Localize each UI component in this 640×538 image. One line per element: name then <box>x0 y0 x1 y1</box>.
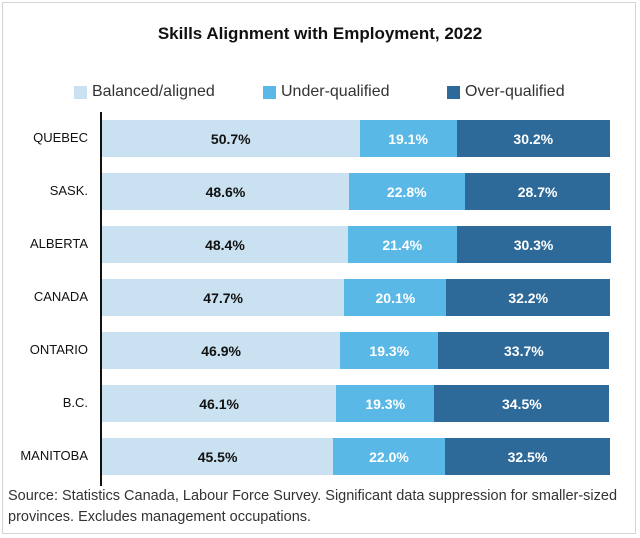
bar-sask-balanced-aligned: 48.6% <box>102 173 349 210</box>
data-label-sask-under-qualified: 22.8% <box>386 183 427 200</box>
data-label-manitoba-over-qualified: 32.5% <box>507 448 548 465</box>
data-label-manitoba-under-qualified: 22.0% <box>369 448 409 465</box>
category-label-sask: SASK. <box>49 183 88 198</box>
bar-alberta-balanced-aligned: 48.4% <box>102 226 348 263</box>
bar-canada-balanced-aligned: 47.7% <box>102 279 345 316</box>
bar-sask-under-qualified: 22.8% <box>348 173 465 210</box>
data-label-canada-over-qualified: 32.2% <box>508 289 549 306</box>
data-label-b-c-balanced-aligned: 46.1% <box>199 395 239 412</box>
data-label-ontario-over-qualified: 33.7% <box>504 342 544 359</box>
data-label-alberta-over-qualified: 30.3% <box>513 236 554 253</box>
bar-quebec-balanced-aligned: 50.7% <box>102 120 360 157</box>
bar-canada-under-qualified: 20.1% <box>344 279 447 316</box>
bar-manitoba-over-qualified: 32.5% <box>444 438 610 475</box>
data-label-alberta-under-qualified: 21.4% <box>382 236 423 253</box>
bar-manitoba-under-qualified: 22.0% <box>333 438 445 475</box>
legend-swatch-under-qualified <box>263 85 276 99</box>
category-label-ontario: ONTARIO <box>29 342 88 357</box>
bar-b-c-under-qualified: 19.3% <box>336 385 435 422</box>
data-label-b-c-over-qualified: 34.5% <box>501 395 542 412</box>
data-label-sask-balanced-aligned: 48.6% <box>205 183 246 200</box>
data-label-sask-over-qualified: 28.7% <box>517 183 558 200</box>
bar-b-c-over-qualified: 34.5% <box>434 385 610 422</box>
legend-label-balanced-aligned: Balanced/aligned <box>92 83 215 100</box>
legend-item-over-qualified: Over-qualified <box>447 83 565 101</box>
data-label-alberta-balanced-aligned: 48.4% <box>205 236 245 253</box>
bar-b-c-balanced-aligned: 46.1% <box>102 385 337 422</box>
data-label-canada-under-qualified: 20.1% <box>375 289 416 306</box>
legend-item-under-qualified: Under-qualified <box>263 83 390 101</box>
bar-ontario-balanced-aligned: 46.9% <box>102 332 341 369</box>
bar-sask-over-qualified: 28.7% <box>464 173 611 210</box>
legend-label-over-qualified: Over-qualified <box>465 83 565 100</box>
data-label-b-c-under-qualified: 19.3% <box>365 395 406 412</box>
legend-swatch-balanced-aligned <box>74 85 87 99</box>
data-label-ontario-balanced-aligned: 46.9% <box>201 342 241 359</box>
category-label-quebec: QUEBEC <box>33 130 88 145</box>
chart-frame <box>2 2 636 534</box>
data-label-quebec-over-qualified: 30.2% <box>513 130 554 147</box>
data-label-quebec-under-qualified: 19.1% <box>388 130 428 147</box>
bar-manitoba-balanced-aligned: 45.5% <box>102 438 334 475</box>
category-label-canada: CANADA <box>33 289 88 304</box>
category-label-alberta: ALBERTA <box>29 236 88 251</box>
data-label-ontario-under-qualified: 19.3% <box>369 342 410 359</box>
bar-ontario-under-qualified: 19.3% <box>340 332 439 369</box>
chart-legend: Balanced/aligned Under-qualified Over-qual… <box>0 83 640 103</box>
legend-item-balanced-aligned: Balanced/aligned <box>74 83 215 101</box>
legend-label-under-qualified: Under-qualified <box>281 83 390 100</box>
legend-swatch-over-qualified <box>447 85 460 99</box>
chart-title: Skills Alignment with Employment, 2022 <box>157 24 483 43</box>
data-label-manitoba-balanced-aligned: 45.5% <box>197 448 238 465</box>
bar-alberta-under-qualified: 21.4% <box>347 226 457 263</box>
bar-alberta-over-qualified: 30.3% <box>456 226 611 263</box>
category-axis-line <box>100 112 102 486</box>
data-label-quebec-balanced-aligned: 50.7% <box>210 130 251 147</box>
bar-quebec-under-qualified: 19.1% <box>359 120 457 157</box>
bar-quebec-over-qualified: 30.2% <box>456 120 610 157</box>
source-note: Source: Statistics Canada, Labour Force … <box>8 488 618 525</box>
bar-ontario-over-qualified: 33.7% <box>438 332 610 369</box>
category-label-manitoba: MANITOBA <box>20 448 88 463</box>
category-label-b-c: B.C. <box>62 395 88 410</box>
bar-canada-over-qualified: 32.2% <box>446 279 610 316</box>
data-label-canada-balanced-aligned: 47.7% <box>203 289 243 306</box>
